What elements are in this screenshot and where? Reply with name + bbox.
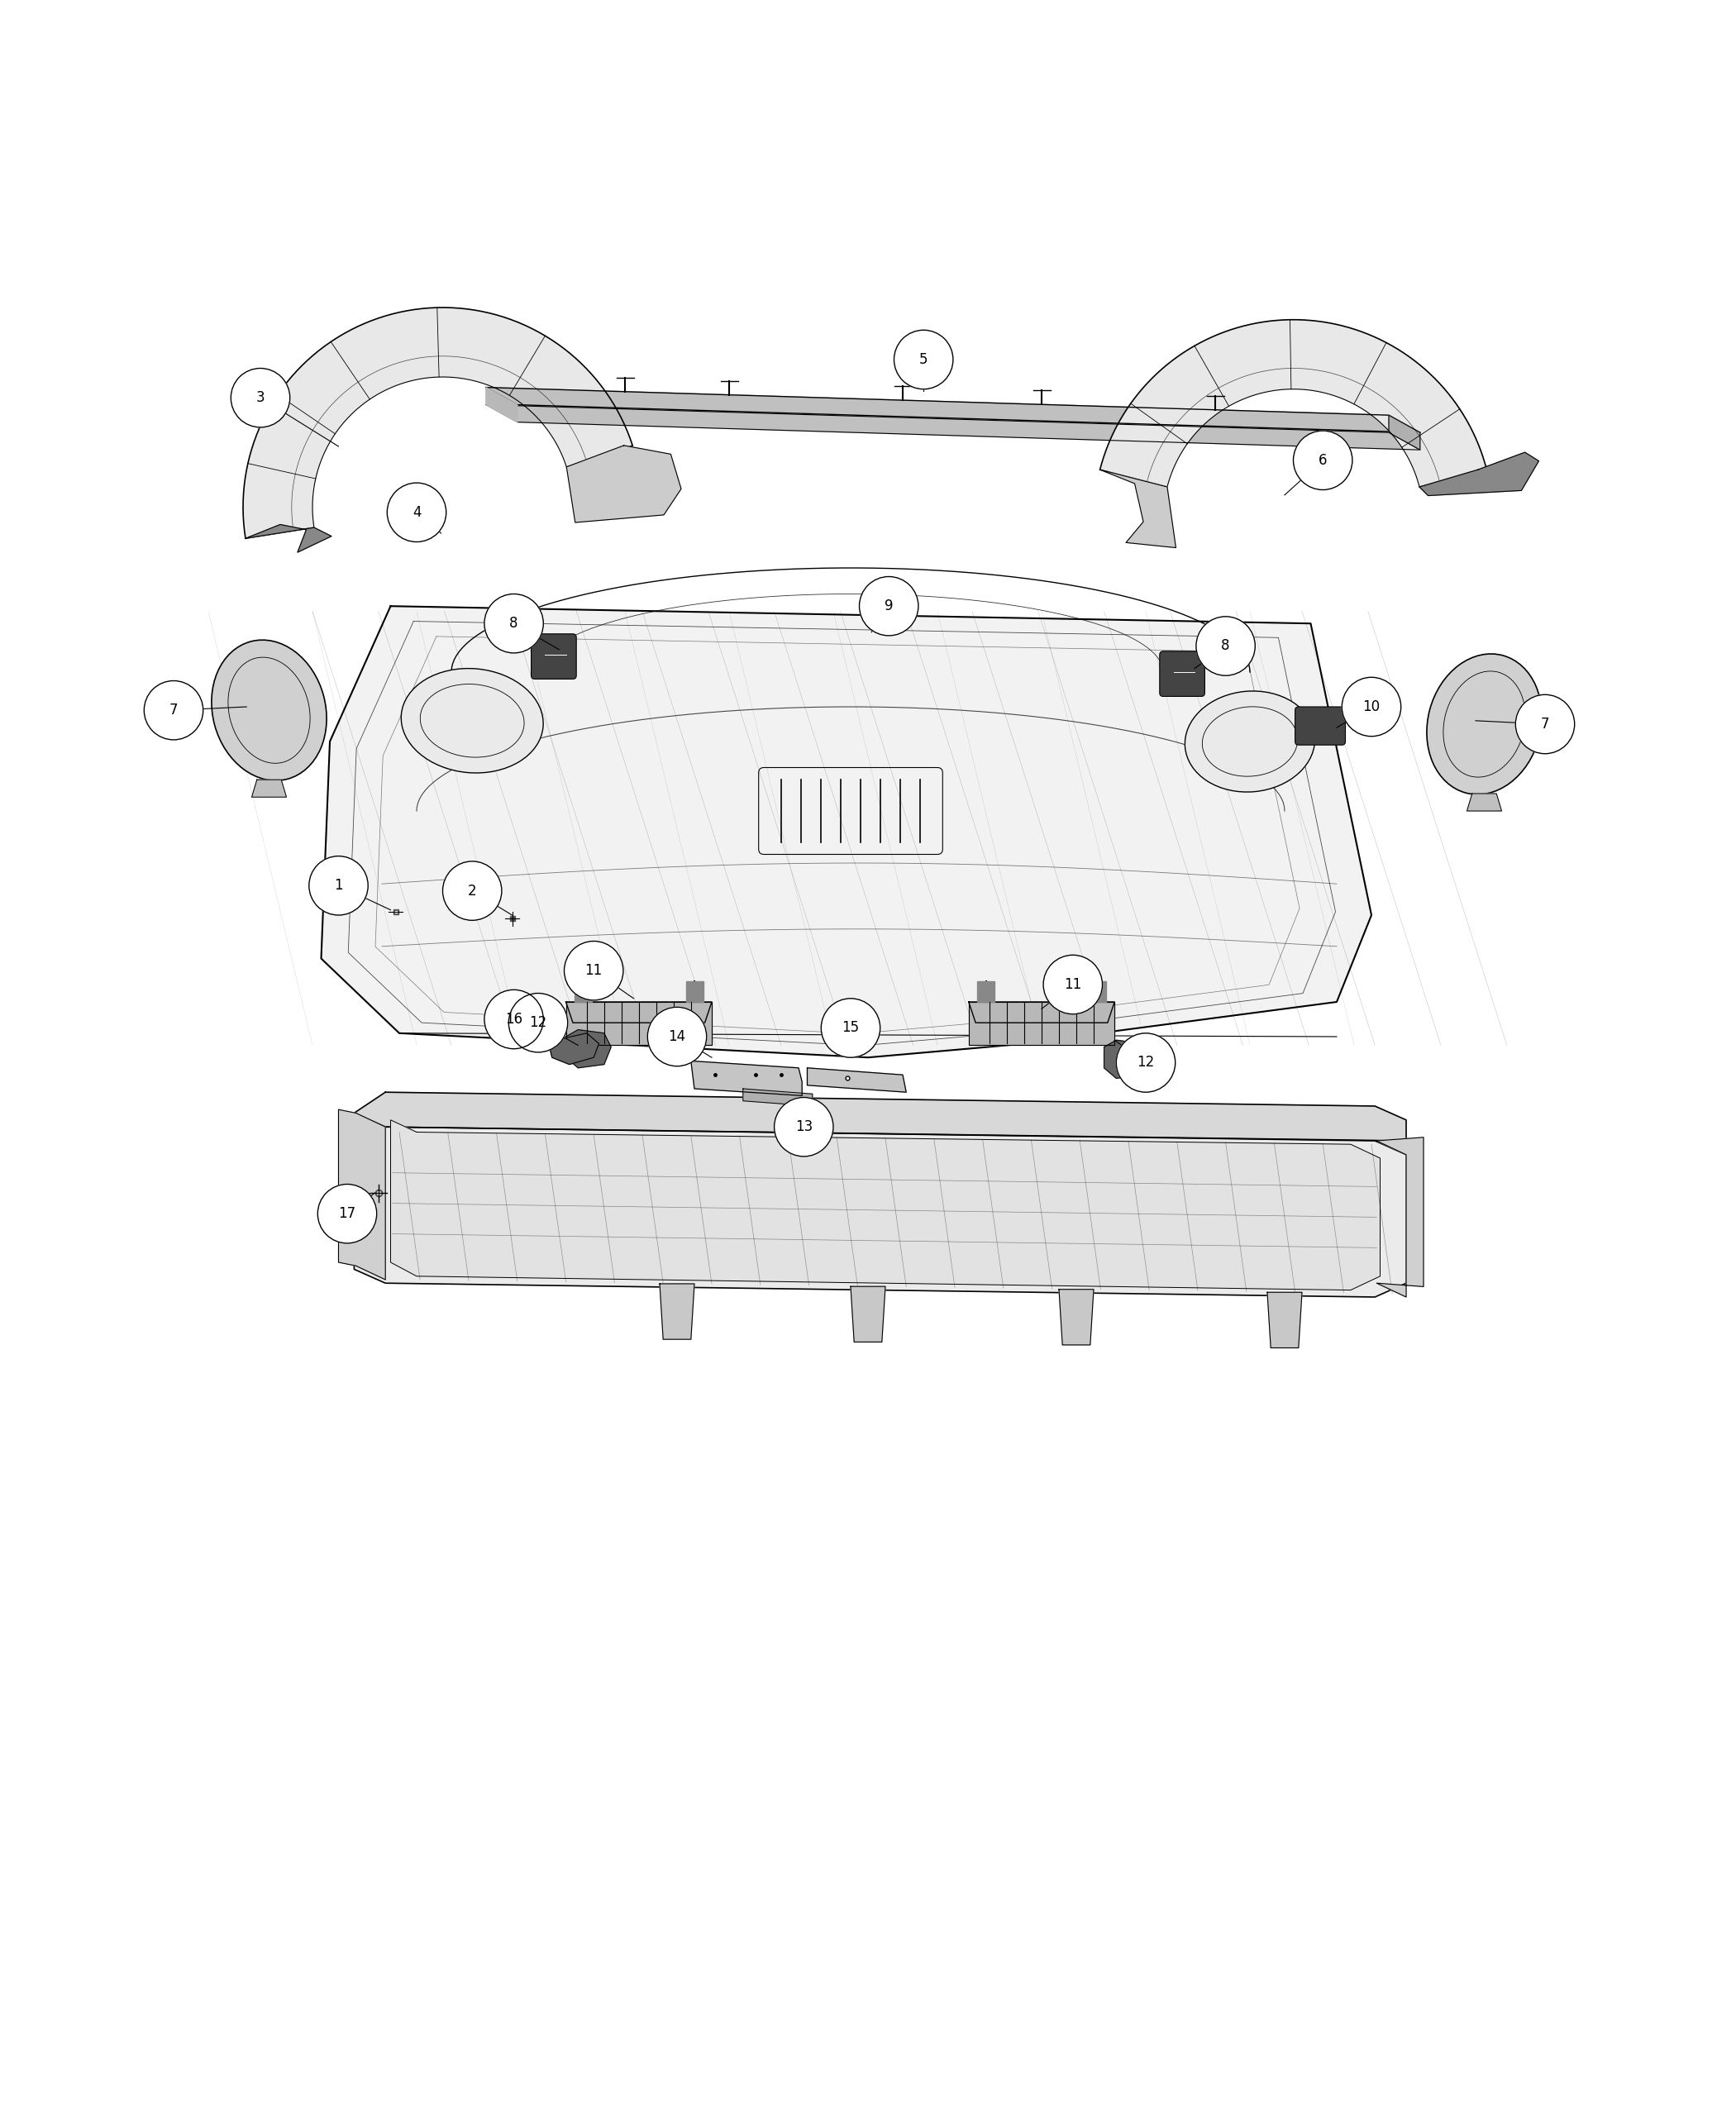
Text: 7: 7	[170, 702, 177, 717]
Polygon shape	[391, 1119, 1380, 1290]
Text: 11: 11	[1064, 978, 1082, 993]
Text: 4: 4	[413, 506, 420, 521]
Circle shape	[1342, 677, 1401, 736]
Text: 6: 6	[1319, 453, 1328, 468]
Text: 15: 15	[842, 1020, 859, 1035]
Circle shape	[387, 483, 446, 542]
Polygon shape	[1389, 415, 1420, 449]
Circle shape	[144, 681, 203, 740]
Circle shape	[484, 991, 543, 1050]
Text: 7: 7	[1542, 717, 1549, 731]
Polygon shape	[807, 1069, 906, 1092]
Polygon shape	[321, 607, 1371, 1058]
Circle shape	[309, 856, 368, 915]
Polygon shape	[1267, 1292, 1302, 1347]
Circle shape	[443, 862, 502, 921]
Text: 13: 13	[795, 1119, 812, 1134]
Circle shape	[1516, 696, 1575, 755]
Text: 5: 5	[920, 352, 927, 367]
Circle shape	[1196, 616, 1255, 675]
Circle shape	[318, 1185, 377, 1244]
Circle shape	[774, 1098, 833, 1157]
FancyBboxPatch shape	[1160, 651, 1205, 696]
Text: 3: 3	[255, 390, 266, 405]
Polygon shape	[486, 388, 1420, 432]
Circle shape	[1293, 430, 1352, 489]
Text: 11: 11	[585, 963, 602, 978]
Polygon shape	[566, 1001, 712, 1046]
Circle shape	[564, 940, 623, 999]
Text: 12: 12	[1137, 1056, 1154, 1071]
Circle shape	[821, 999, 880, 1058]
Text: 17: 17	[339, 1206, 356, 1221]
Polygon shape	[354, 1092, 1406, 1140]
Circle shape	[648, 1008, 707, 1067]
Ellipse shape	[1186, 691, 1314, 793]
FancyBboxPatch shape	[1295, 706, 1345, 744]
Text: 8: 8	[510, 616, 517, 630]
Polygon shape	[660, 1284, 694, 1339]
Ellipse shape	[1427, 653, 1542, 795]
Text: 1: 1	[333, 879, 344, 894]
Text: 2: 2	[467, 883, 477, 898]
Text: 9: 9	[885, 599, 894, 613]
Circle shape	[1043, 955, 1102, 1014]
Polygon shape	[1101, 470, 1175, 548]
Polygon shape	[1088, 980, 1106, 1001]
Text: 14: 14	[668, 1029, 686, 1043]
Polygon shape	[243, 308, 632, 538]
Text: 16: 16	[505, 1012, 523, 1027]
Polygon shape	[354, 1113, 1406, 1296]
Polygon shape	[977, 980, 995, 1001]
FancyBboxPatch shape	[531, 635, 576, 679]
Polygon shape	[486, 388, 517, 422]
Polygon shape	[566, 1001, 712, 1022]
Polygon shape	[969, 1001, 1115, 1022]
Polygon shape	[743, 1088, 812, 1107]
Circle shape	[1116, 1033, 1175, 1092]
Polygon shape	[686, 980, 703, 1001]
Polygon shape	[1377, 1138, 1424, 1296]
Polygon shape	[566, 445, 681, 523]
Polygon shape	[691, 1060, 802, 1096]
Text: 8: 8	[1220, 639, 1229, 653]
Ellipse shape	[212, 641, 326, 780]
Polygon shape	[486, 388, 1420, 449]
Circle shape	[484, 594, 543, 653]
Polygon shape	[566, 1029, 611, 1069]
Polygon shape	[245, 525, 332, 552]
Polygon shape	[969, 1001, 1115, 1046]
Circle shape	[894, 331, 953, 390]
Polygon shape	[1104, 1039, 1149, 1079]
Ellipse shape	[401, 668, 543, 774]
Polygon shape	[1420, 453, 1538, 495]
Polygon shape	[851, 1286, 885, 1343]
Polygon shape	[549, 1033, 599, 1065]
Text: 12: 12	[529, 1016, 547, 1031]
Polygon shape	[1059, 1290, 1094, 1345]
Polygon shape	[1467, 793, 1502, 812]
Circle shape	[509, 993, 568, 1052]
Polygon shape	[252, 780, 286, 797]
Polygon shape	[575, 980, 592, 1001]
Circle shape	[859, 578, 918, 637]
Polygon shape	[339, 1109, 385, 1280]
Polygon shape	[1101, 320, 1486, 487]
Circle shape	[231, 369, 290, 428]
Text: 10: 10	[1363, 700, 1380, 715]
